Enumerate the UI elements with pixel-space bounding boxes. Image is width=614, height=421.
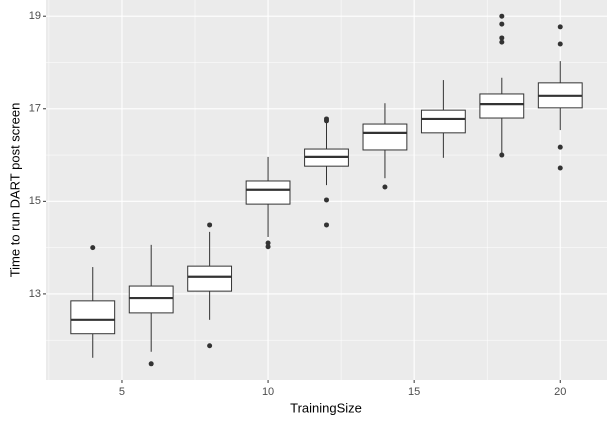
y-tick-label: 19 (29, 10, 41, 22)
outlier (499, 21, 505, 27)
x-tick-label: 5 (119, 386, 125, 398)
outlier (499, 35, 505, 41)
outlier (499, 13, 505, 19)
box (128, 285, 174, 314)
y-axis-title: Time to run DART post screen (7, 103, 22, 278)
outlier (499, 152, 505, 158)
box (187, 265, 233, 292)
outlier (90, 245, 96, 251)
x-axis-title: TrainingSize (290, 400, 362, 415)
outlier (324, 222, 329, 228)
outlier (499, 39, 505, 45)
outlier (557, 165, 563, 171)
outlier (382, 184, 388, 190)
outlier (265, 240, 271, 246)
outlier (207, 222, 213, 228)
x-tick-label: 10 (262, 386, 274, 398)
x-tick-label: 20 (554, 386, 566, 398)
outlier (557, 144, 563, 150)
outlier (265, 244, 271, 250)
panel (46, 0, 607, 380)
outlier (324, 197, 329, 203)
box (420, 109, 466, 134)
y-tick-label: 13 (29, 288, 41, 300)
y-tick-label: 15 (29, 195, 41, 207)
box (362, 123, 408, 151)
outlier (557, 41, 563, 47)
box (245, 180, 291, 205)
box (479, 93, 525, 119)
y-tick-label: 17 (29, 103, 41, 115)
box (70, 300, 116, 335)
outlier (557, 24, 563, 30)
outlier (148, 361, 154, 367)
outlier (207, 343, 213, 349)
x-tick-label: 15 (408, 386, 420, 398)
outlier (324, 118, 329, 124)
